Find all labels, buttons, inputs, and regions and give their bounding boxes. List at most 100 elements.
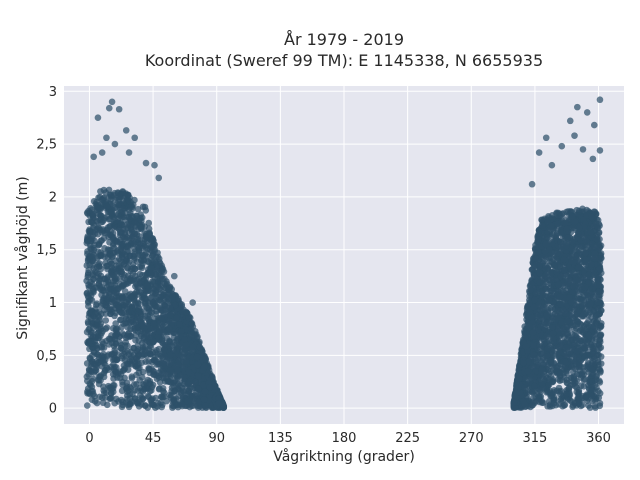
data-point [118, 396, 125, 404]
data-point [100, 387, 108, 394]
data-point [582, 363, 590, 370]
data-point [181, 336, 188, 343]
data-point [179, 387, 187, 395]
data-point [121, 234, 128, 242]
data-point [137, 224, 145, 232]
data-point [105, 194, 113, 201]
data-point [100, 186, 108, 194]
data-point [132, 332, 139, 339]
data-point [169, 404, 176, 411]
data-point [84, 250, 91, 258]
data-point [563, 344, 570, 351]
data-point [88, 219, 96, 226]
data-point [138, 217, 145, 225]
data-point [123, 221, 131, 228]
data-point [131, 248, 138, 256]
data-point [97, 265, 105, 273]
data-point [157, 393, 165, 401]
data-point [184, 380, 192, 388]
data-point [110, 290, 118, 297]
data-point [103, 401, 111, 409]
data-point [130, 240, 137, 247]
data-point [84, 390, 91, 397]
data-point [161, 346, 168, 354]
data-point [83, 402, 91, 409]
data-point [134, 351, 142, 359]
data-point [128, 265, 135, 273]
data-point [594, 281, 602, 288]
data-point [92, 361, 99, 368]
data-point [174, 380, 182, 388]
data-point [195, 385, 202, 393]
data-point [114, 374, 121, 381]
data-point [95, 224, 103, 231]
data-point [582, 393, 590, 401]
data-point [101, 306, 108, 314]
data-point [188, 347, 196, 355]
data-point [121, 260, 128, 267]
data-point [135, 305, 142, 313]
data-point [166, 378, 174, 386]
data-point [115, 304, 122, 312]
data-point [589, 344, 597, 352]
data-point [95, 380, 103, 388]
data-point [159, 337, 166, 344]
data-point [594, 326, 601, 334]
data-point [98, 284, 106, 291]
data-point [111, 297, 118, 305]
data-point [153, 375, 161, 382]
data-point [124, 191, 132, 199]
data-point [187, 325, 195, 333]
data-point [121, 288, 129, 295]
data-point [134, 205, 142, 213]
data-point [92, 310, 99, 317]
data-point [86, 345, 93, 353]
data-point [596, 366, 604, 373]
data-point [536, 386, 544, 394]
data-point [105, 351, 113, 358]
data-point [146, 350, 154, 358]
data-point [104, 286, 112, 294]
data-point [156, 328, 163, 335]
data-point [167, 351, 175, 359]
data-point [138, 359, 146, 366]
data-point [130, 344, 137, 352]
data-point [575, 295, 583, 302]
data-point [111, 284, 118, 292]
data-point [86, 354, 94, 362]
data-point [147, 243, 155, 250]
data-point [149, 337, 157, 345]
data-point [175, 361, 182, 369]
data-point [597, 331, 605, 339]
data-point [121, 250, 128, 258]
data-point [185, 368, 192, 376]
data-point [180, 350, 188, 357]
data-point [545, 370, 553, 378]
data-point [121, 319, 129, 327]
data-point [126, 319, 134, 327]
data-point [182, 358, 190, 365]
data-point [91, 398, 99, 405]
data-point [165, 325, 173, 332]
data-point [215, 395, 222, 402]
data-point [102, 291, 109, 299]
data-point [152, 349, 159, 356]
data-point [185, 314, 193, 322]
data-point [146, 311, 154, 319]
data-point [200, 381, 207, 389]
data-point [580, 310, 588, 318]
data-point [182, 341, 190, 349]
data-point [103, 324, 111, 331]
data-point [154, 333, 162, 341]
data-point [149, 278, 156, 285]
data-point [196, 343, 203, 351]
data-point [103, 203, 111, 211]
data-point [98, 329, 105, 337]
data-point [202, 356, 209, 363]
data-point [125, 387, 132, 394]
data-point [587, 300, 594, 308]
data-point [115, 255, 123, 263]
data-point [110, 278, 117, 285]
data-point [528, 280, 536, 288]
data-point [142, 328, 149, 336]
